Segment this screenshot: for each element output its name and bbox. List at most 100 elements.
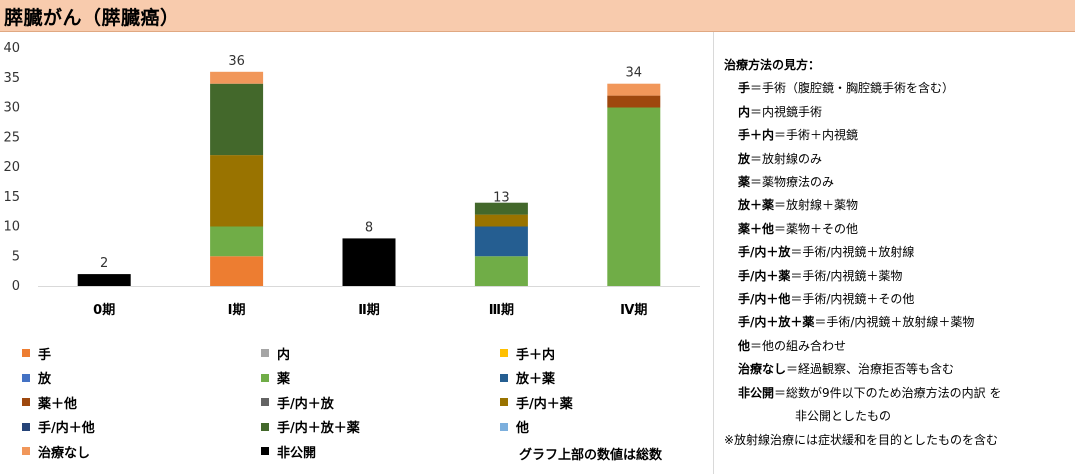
notes-list: 手＝手術（腹腔鏡・胸腔鏡手術を含む） 内＝内視鏡手術 手＋内＝手術＋内視鏡 放＝放射線… — [724, 77, 1074, 405]
legend-label: 非公開 — [277, 445, 317, 461]
legend-item: 手/内＋他 — [22, 418, 95, 436]
legend-item: 薬＋他 — [22, 393, 77, 412]
bar-segment — [474, 256, 528, 286]
bar-segment — [474, 214, 528, 227]
note-desc: ＝薬物＋その他 — [774, 221, 859, 236]
note-term: 治療なし — [738, 362, 787, 377]
legend-label: 手 — [38, 347, 52, 363]
bar-segment — [210, 71, 264, 84]
note-term: 手/内＋放 — [738, 245, 791, 260]
bar-segment — [210, 155, 264, 227]
note-term: 手/内＋放＋薬 — [738, 315, 815, 330]
bar-segment — [607, 83, 661, 96]
legend-item: 放＋薬 — [500, 369, 555, 387]
legend-label: 内 — [277, 347, 291, 363]
note-term: 放＋薬 — [738, 198, 775, 213]
legend-label: 手/内＋放＋薬 — [277, 421, 360, 436]
chart-area: 0 5 10 15 20 25 30 35 40 2 0期 36 Ⅰ期 8 Ⅱ期 13 Ⅲ期 34 Ⅳ期 手 内 手＋内… — [0, 32, 712, 474]
note-desc: ＝総数が9件以下のため治療方法の内訳 を — [774, 385, 1002, 400]
note-row: 非公開＝総数が9件以下のため治療方法の内訳 を — [724, 382, 1074, 405]
bar-segment — [77, 274, 131, 286]
legend-item: 治療なし — [22, 442, 91, 461]
notes-footnote: ※放射線治療には症状緩和を目的としたものを含む — [724, 432, 999, 447]
title-bar: 膵臓がん（膵臓癌） — [0, 0, 1075, 32]
note-desc: ＝放射線＋薬物 — [774, 198, 859, 213]
note-term: 薬＋他 — [738, 221, 775, 236]
legend-label: 他 — [516, 421, 530, 436]
legend-swatch — [261, 398, 269, 406]
y-tick-label: 10 — [3, 220, 20, 235]
y-tick-label: 25 — [3, 130, 20, 145]
note-term: 手＋内 — [738, 128, 775, 143]
note-desc: ＝他の組み合わせ — [750, 338, 847, 353]
legend-swatch — [500, 422, 508, 431]
x-tick-label: 0期 — [93, 303, 115, 318]
y-tick-label: 35 — [3, 71, 20, 86]
legend-swatch — [500, 398, 508, 406]
note-desc: ＝手術/内視鏡＋薬物 — [790, 268, 903, 283]
legend-item: 放 — [22, 369, 51, 387]
note-row: 薬＋他＝薬物＋その他 — [724, 218, 1074, 241]
legend-item: 薬 — [261, 369, 290, 387]
y-tick-label: 5 — [12, 249, 20, 264]
note-desc: ＝手術＋内視鏡 — [774, 128, 859, 143]
legend-label: 薬 — [277, 372, 291, 387]
legend-item: 非公開 — [261, 442, 317, 461]
note-desc: ＝手術（腹腔鏡・胸腔鏡手術を含む） — [750, 81, 955, 96]
bar-segment — [474, 202, 528, 215]
note-term: 非公開 — [738, 385, 775, 400]
legend-swatch — [500, 373, 508, 382]
y-tick-label: 20 — [3, 160, 20, 175]
legend-label: 放 — [38, 372, 52, 387]
y-tick-label: 30 — [3, 101, 20, 116]
legend-item: 手＋内 — [500, 344, 555, 363]
note-row: 他＝他の組み合わせ — [724, 335, 1074, 358]
note-row: 放＝放射線のみ — [724, 148, 1074, 171]
bar-segment — [607, 95, 661, 108]
legend-swatch — [22, 373, 30, 382]
legend-item: 他 — [500, 418, 529, 436]
legend-swatch — [22, 422, 30, 431]
note-row: 手/内＋放＋薬＝手術/内視鏡＋放射線＋薬物 — [724, 311, 1074, 334]
legend-swatch — [500, 349, 508, 357]
bar-total-label: 13 — [493, 191, 510, 206]
legend-label: 治療なし — [38, 445, 91, 461]
note-term: 放 — [738, 151, 751, 166]
notes-continuation: 非公開としたもの — [795, 409, 892, 424]
x-tick-label: Ⅰ期 — [228, 303, 246, 318]
x-tick-label: Ⅳ期 — [620, 303, 647, 318]
note-row: 手/内＋薬＝手術/内視鏡＋薬物 — [724, 265, 1074, 288]
note-desc: ＝手術/内視鏡＋放射線＋薬物 — [814, 315, 975, 330]
legend-swatch — [22, 398, 30, 406]
bar-segment — [607, 107, 661, 286]
total-note: グラフ上部の数値は総数 — [519, 448, 663, 463]
note-term: 他 — [738, 338, 751, 353]
legend-item: 手/内＋放 — [261, 393, 334, 412]
note-desc: ＝薬物療法のみ — [750, 175, 835, 190]
bar-segment — [210, 83, 264, 156]
y-tick-label: 15 — [3, 190, 20, 205]
legend-item: 手 — [22, 344, 52, 363]
divider — [713, 32, 714, 474]
legend-item: 手/内＋放＋薬 — [261, 418, 360, 436]
bar-total-label: 2 — [100, 256, 108, 271]
legend-swatch — [261, 447, 269, 455]
x-tick-label: Ⅱ期 — [358, 303, 380, 318]
y-tick-label: 0 — [12, 279, 20, 294]
legend-swatch — [261, 349, 269, 357]
note-desc: ＝経過観察、治療拒否等も含む — [786, 362, 955, 377]
stacked-bar-chart: 0 5 10 15 20 25 30 35 40 2 0期 36 Ⅰ期 8 Ⅱ期 13 Ⅲ期 34 Ⅳ期 — [3, 41, 700, 318]
notes-panel: 治療方法の見方： 手＝手術（腹腔鏡・胸腔鏡手術を含む） 内＝内視鏡手術 手＋内＝手術… — [724, 54, 1074, 452]
note-row: 薬＝薬物療法のみ — [724, 171, 1074, 194]
note-row: 内＝内視鏡手術 — [724, 101, 1074, 124]
note-row: 手＝手術（腹腔鏡・胸腔鏡手術を含む） — [724, 77, 1074, 100]
legend-label: 放＋薬 — [516, 372, 556, 387]
legend-item: 手/内＋薬 — [500, 393, 573, 412]
note-desc: ＝手術/内視鏡＋その他 — [790, 292, 915, 307]
note-row: 手/内＋放＝手術/内視鏡＋放射線 — [724, 241, 1074, 264]
note-row: 治療なし＝経過観察、治療拒否等も含む — [724, 358, 1074, 381]
bar-segment — [210, 226, 264, 257]
legend-swatch — [22, 349, 30, 357]
note-desc: ＝手術/内視鏡＋放射線 — [790, 245, 915, 260]
y-tick-label: 40 — [3, 41, 20, 56]
